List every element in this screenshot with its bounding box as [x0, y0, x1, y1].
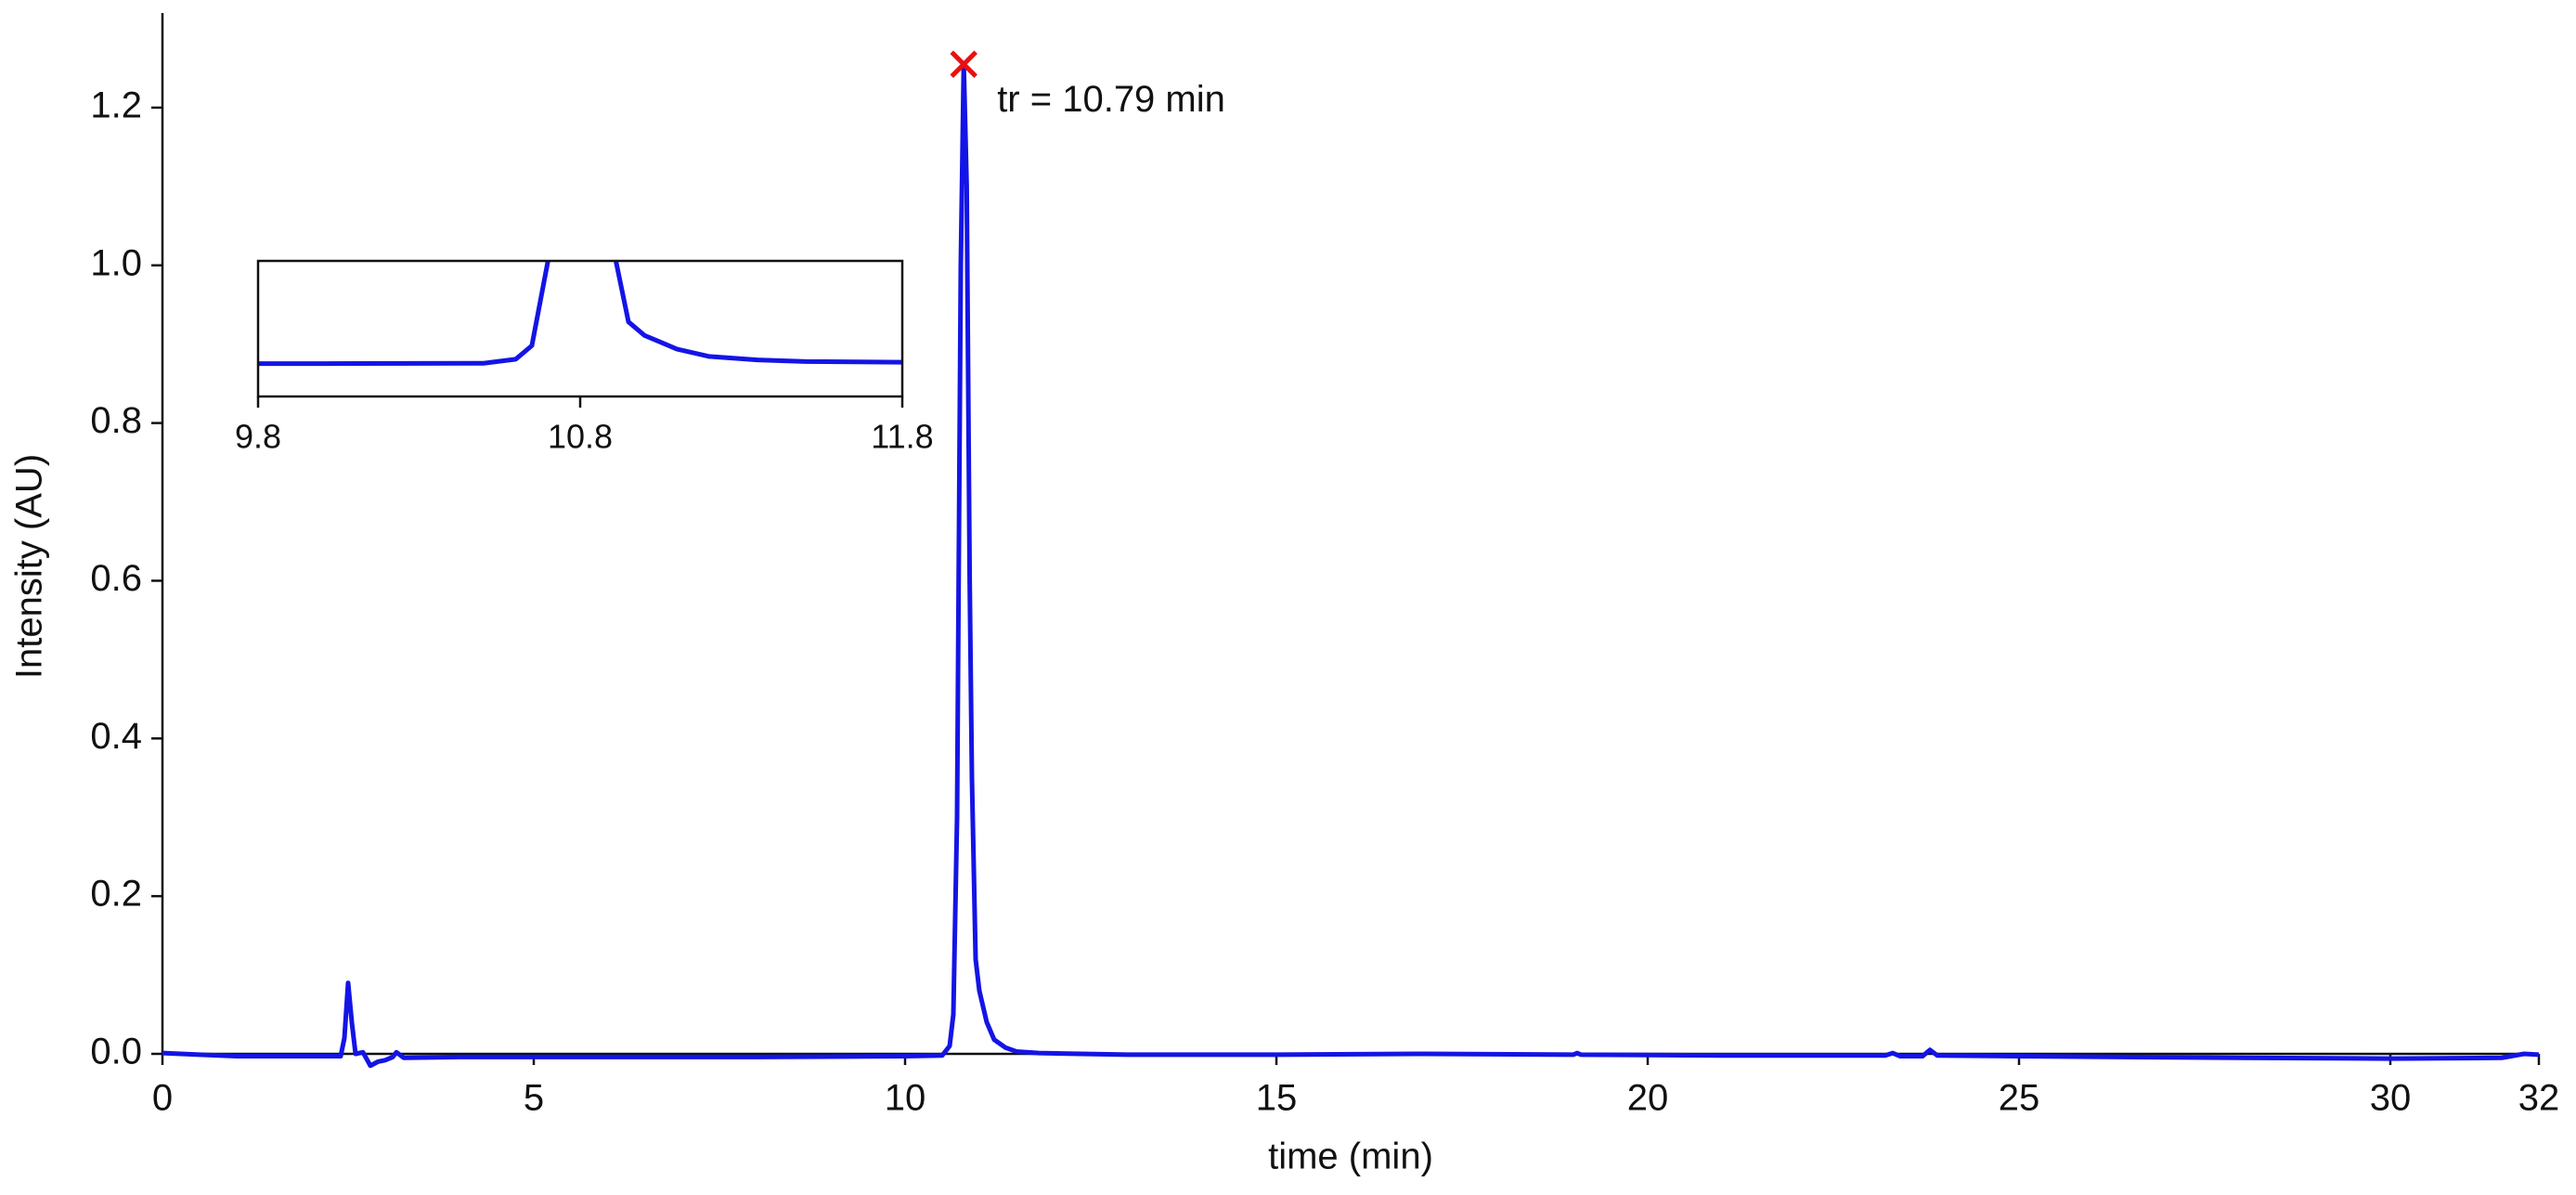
inset-x-tick-label: 10.8: [548, 418, 613, 456]
x-tick-label: 20: [1627, 1078, 1669, 1119]
y-tick-label: 0.2: [90, 874, 142, 915]
trace: [162, 61, 2540, 1069]
y-tick-label: 0.4: [90, 716, 142, 757]
y-tick-label: 0.0: [90, 1032, 142, 1072]
marker-stroke: [950, 50, 977, 78]
inset-x-tick-label: 9.8: [235, 418, 281, 456]
x-tick-label: 30: [2370, 1078, 2412, 1119]
x-tick-label: 5: [524, 1078, 544, 1119]
peak-marker: [950, 50, 977, 78]
x-tick-label: 32: [2518, 1078, 2560, 1119]
annotation: tr = 10.79 min: [997, 79, 1225, 120]
x-tick-label: 10: [885, 1078, 926, 1119]
x-tick-label: 25: [1999, 1078, 2040, 1119]
y-tick-label: 1.0: [90, 242, 142, 283]
y-axis-label: Intensity (AU): [9, 454, 50, 679]
inset-background: [258, 261, 902, 396]
inset-x-tick-label: 11.8: [871, 418, 933, 456]
y-tick-label: 0.8: [90, 400, 142, 441]
x-tick-label: 15: [1256, 1078, 1298, 1119]
y-tick-label: 0.6: [90, 558, 142, 599]
x-tick-label: 0: [152, 1078, 173, 1119]
y-tick-label: 1.2: [90, 84, 142, 125]
x-axis-label: time (min): [1268, 1137, 1433, 1177]
